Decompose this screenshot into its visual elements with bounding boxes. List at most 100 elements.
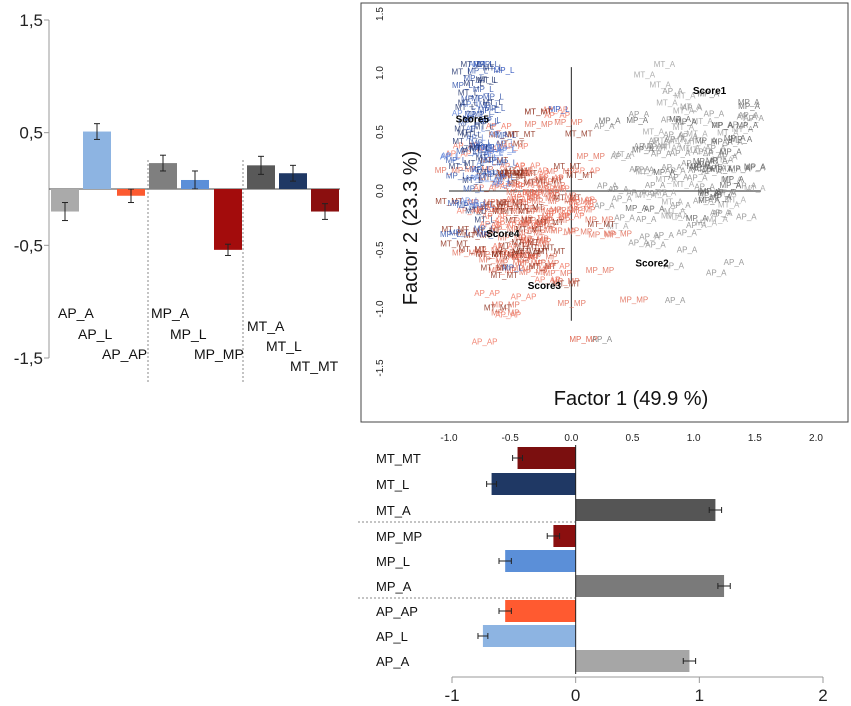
bar-MT_MT: [517, 447, 576, 469]
point-MP_MP: MP_MP: [520, 234, 548, 243]
row-label: AP_A: [376, 654, 410, 669]
point-MP_A: MP_A: [724, 134, 746, 143]
point-MP_L: MP_L: [502, 264, 523, 273]
point-AP_L: AP_L: [468, 202, 488, 211]
point-MT_MT: MT_MT: [481, 156, 509, 165]
point-AP_AP: AP_AP: [544, 262, 570, 271]
point-AP_A: AP_A: [636, 215, 657, 224]
point-MT_A: MT_A: [656, 99, 678, 108]
point-MP_MP: MP_MP: [492, 180, 520, 189]
point-MT_MT: MT_MT: [508, 130, 536, 139]
point-AP_AP: AP_AP: [512, 253, 538, 262]
point-AP_AP: AP_AP: [500, 162, 526, 171]
point-AP_AP: AP_AP: [544, 111, 570, 120]
point-MP_L: MP_L: [474, 225, 495, 234]
point-MP_A: MP_A: [711, 137, 733, 146]
point-MT_A: MT_A: [674, 91, 696, 100]
bar-MT_MT: [311, 189, 339, 212]
point-AP_L: AP_L: [495, 140, 515, 149]
point-MT_A: MT_A: [635, 191, 657, 200]
point-MP_L: MP_L: [473, 85, 494, 94]
point-MP_MP: MP_MP: [479, 255, 507, 264]
point-MP_MP: MP_MP: [534, 205, 562, 214]
point-MP_MP: MP_MP: [507, 204, 535, 213]
point-MT_MT: MT_MT: [500, 172, 528, 181]
point-MP_MP: MP_MP: [519, 268, 547, 277]
y-tick-label: 0,5: [19, 124, 43, 143]
point-AP_AP: AP_AP: [504, 249, 530, 258]
factor-map-scatter: -1.0 -0.5 0.0 0.5 1.0 1.5 2.0 1.5 1.0 0.5 0.0 -0.5 -…: [360, 2, 849, 444]
score-label: Score4: [486, 229, 520, 240]
point-AP_A: AP_A: [644, 205, 665, 214]
point-MP_L: MP_L: [473, 60, 494, 69]
point-MT_L: MT_L: [478, 76, 499, 85]
point-AP_A: AP_A: [592, 335, 613, 344]
point-MT_MT: MT_MT: [491, 250, 519, 259]
point-AP_A: AP_A: [628, 239, 649, 248]
point-AP_A: AP_A: [668, 173, 689, 182]
point-MP_A: MP_A: [675, 118, 697, 127]
x-tick-label: 1: [695, 686, 704, 705]
point-MP_L: MP_L: [471, 138, 492, 147]
point-MT_MT: MT_MT: [497, 139, 525, 148]
point-MT_L: MT_L: [458, 98, 479, 107]
point-AP_A: AP_A: [736, 182, 757, 191]
category-label: AP_L: [78, 326, 112, 342]
point-MP_L: MP_L: [463, 184, 484, 193]
point-MT_MT: MT_MT: [566, 171, 594, 180]
point-AP_A: AP_A: [703, 149, 724, 158]
point-MP_MP: MP_MP: [551, 227, 579, 236]
point-MP_MP: MP_MP: [525, 189, 553, 198]
point-MT_MT: MT_MT: [525, 107, 553, 116]
point-AP_A: AP_A: [645, 181, 666, 190]
point-AP_A: AP_A: [641, 142, 662, 151]
point-MT_L: MT_L: [464, 159, 485, 168]
point-MT_MT: MT_MT: [518, 247, 546, 256]
point-MP_L: MP_L: [480, 116, 501, 125]
point-MT_A: MT_A: [721, 176, 743, 185]
point-AP_AP: AP_AP: [471, 205, 497, 214]
point-AP_AP: AP_AP: [535, 276, 561, 285]
point-AP_A: AP_A: [634, 165, 655, 174]
point-MT_A: MT_A: [673, 123, 695, 132]
bar-MP_L: [505, 550, 576, 572]
score-label: Score3: [528, 281, 562, 292]
x-tick-label: 2: [818, 686, 827, 705]
point-MT_A: MT_A: [664, 207, 686, 216]
point-MP_A: MP_A: [686, 214, 708, 223]
point-MP_MP: MP_MP: [501, 171, 529, 180]
point-MT_A: MT_A: [717, 128, 739, 137]
y-tick-label: -1,5: [14, 349, 43, 368]
point-MP_L: MP_L: [478, 106, 499, 115]
point-AP_L: AP_L: [460, 196, 480, 205]
x-tick-label: -1.0: [440, 433, 458, 444]
point-MT_MT: MT_MT: [490, 271, 518, 280]
point-AP_AP: AP_AP: [544, 184, 570, 193]
point-AP_AP: AP_AP: [457, 206, 483, 215]
point-AP_AP: AP_AP: [500, 182, 526, 191]
x-axis-title: Factor 1 (49.9 %): [554, 388, 709, 410]
point-MP_MP: MP_MP: [569, 335, 597, 344]
point-AP_L: AP_L: [468, 60, 488, 69]
point-AP_A: AP_A: [699, 191, 720, 200]
x-tick-label: 2.0: [809, 433, 823, 444]
point-AP_A: AP_A: [611, 152, 632, 161]
point-MP_MP: MP_MP: [551, 277, 579, 286]
point-AP_A: AP_A: [647, 190, 668, 199]
point-MP_A: MP_A: [700, 187, 722, 196]
point-MT_A: MT_A: [661, 212, 683, 221]
y-tick-label: 1,5: [19, 11, 43, 30]
point-MT_A: MT_A: [607, 222, 629, 231]
point-MP_L: MP_L: [483, 92, 504, 101]
row-label: AP_L: [376, 629, 408, 644]
point-MT_MT: MT_MT: [505, 216, 533, 225]
category-label: MT_MT: [290, 358, 339, 374]
point-MP_MP: MP_MP: [475, 246, 503, 255]
point-AP_AP: AP_AP: [453, 141, 479, 150]
point-MT_L: MT_L: [475, 75, 496, 84]
y-tick-label: -1.0: [375, 300, 386, 318]
point-MP_MP: MP_MP: [495, 207, 523, 216]
point-MT_L: MT_L: [457, 128, 478, 137]
point-AP_A: AP_A: [608, 185, 629, 194]
point-MP_MP: MP_MP: [498, 233, 526, 242]
